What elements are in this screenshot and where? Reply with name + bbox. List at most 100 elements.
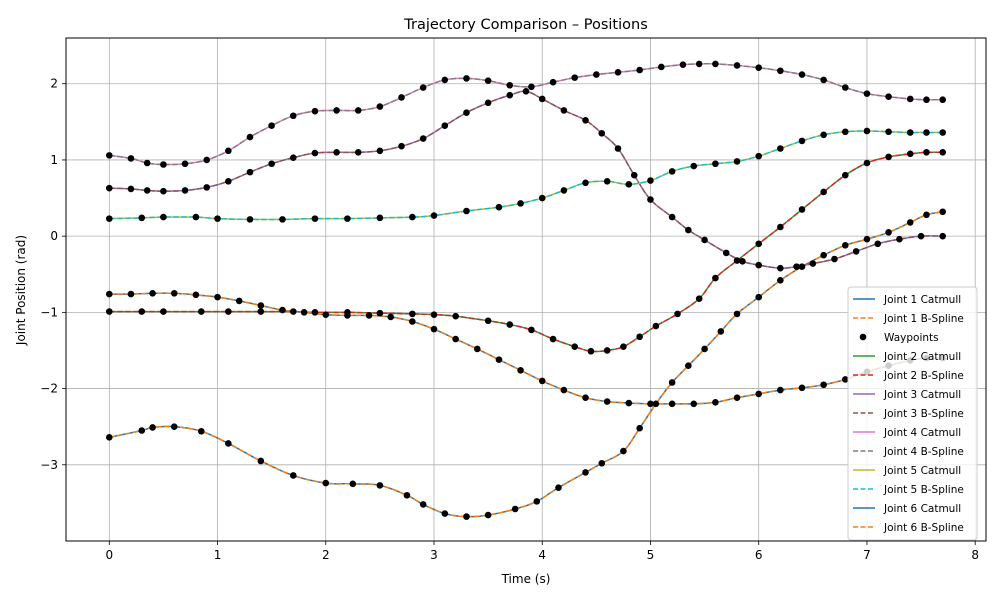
legend-box [847, 286, 978, 541]
waypoint-marker [939, 96, 947, 104]
series-group [109, 63, 943, 518]
y-axis-label: Joint Position (rad) [14, 235, 28, 346]
waypoint-marker [160, 187, 167, 195]
chart-title: Trajectory Comparison – Positions [403, 17, 648, 33]
waypoint-marker [560, 187, 568, 194]
waypoint-marker [138, 214, 146, 222]
waypoint-marker [257, 308, 265, 315]
waypoint-marker [517, 366, 524, 374]
waypoint-marker [798, 263, 806, 270]
waypoint-marker [181, 187, 189, 194]
plot-frame [65, 37, 987, 542]
waypoint-marker [685, 226, 692, 234]
legend-entry-label: Joint 1 Catmull [883, 294, 961, 306]
waypoint-marker [430, 325, 438, 333]
waypoint-marker [582, 394, 589, 402]
waypoint-marker [625, 181, 633, 188]
waypoint-marker [528, 326, 535, 334]
waypoint-marker [246, 133, 254, 141]
legend-entry-label: Joint 4 B-Spline [883, 446, 964, 458]
waypoint-marker [571, 74, 579, 81]
waypoint-marker [376, 482, 384, 489]
waypoint-marker [652, 400, 660, 408]
x-tick-label: 3 [430, 548, 438, 562]
waypoint-marker [225, 308, 232, 315]
waypoint-marker [657, 63, 665, 71]
waypoint-marker [522, 88, 530, 95]
waypoint-marker [452, 335, 459, 343]
waypoint-marker [419, 501, 427, 508]
waypoint-marker [841, 376, 849, 383]
waypoint-marker [143, 159, 151, 167]
waypoint-marker [603, 177, 611, 185]
joint-2-catmull-line [109, 151, 943, 353]
waypoint-marker [755, 390, 763, 398]
waypoint-marker [311, 107, 319, 115]
waypoint-marker [506, 81, 514, 89]
y-tick-label: 0 [50, 229, 58, 243]
waypoint-marker [777, 67, 784, 75]
waypoint-marker [511, 505, 519, 513]
waypoint-marker [668, 400, 676, 408]
waypoint-marker [863, 127, 871, 135]
waypoint-marker [105, 434, 113, 441]
x-tick-label: 0 [105, 548, 113, 562]
waypoint-marker [506, 321, 514, 328]
waypoint-marker [625, 399, 633, 407]
waypoint-marker [484, 99, 492, 107]
waypoint-marker [923, 129, 930, 136]
waypoint-marker [517, 200, 524, 207]
waypoint-marker [192, 291, 200, 299]
waypoint-marker [354, 149, 362, 156]
joint-6-bspline-line [109, 292, 943, 405]
waypoint-marker [181, 160, 189, 168]
waypoint-marker [712, 274, 719, 282]
waypoint-marker [647, 196, 654, 203]
waypoint-marker [160, 213, 167, 221]
waypoint-marker [939, 149, 947, 156]
waypoint-marker [614, 145, 622, 152]
waypoint-marker [636, 333, 643, 341]
waypoint-marker [614, 69, 622, 76]
waypoint-marker [923, 96, 930, 104]
waypoint-marker [105, 290, 113, 298]
x-tick-label: 2 [322, 548, 330, 562]
waypoint-marker [906, 129, 914, 136]
waypoint-marker [246, 216, 254, 223]
waypoint-marker [289, 112, 297, 120]
grid-group [66, 38, 986, 541]
legend: Joint 1 Catmull Joint 1 B-Spline Waypoints… [847, 286, 978, 541]
waypoint-marker [268, 122, 275, 129]
legend-entry-label: Joint 3 B-Spline [883, 408, 964, 420]
waypoint-marker [463, 513, 470, 520]
waypoint-marker [679, 61, 687, 68]
waypoint-marker [289, 472, 297, 479]
waypoint-marker [652, 322, 660, 330]
waypoint-marker [160, 161, 167, 168]
waypoint-marker [717, 328, 725, 335]
waypoint-marker [376, 309, 384, 317]
waypoint-marker [398, 94, 405, 101]
waypoint-marker [620, 343, 627, 350]
waypoint-marker [354, 107, 362, 114]
waypoint-marker [560, 386, 568, 394]
waypoint-marker [598, 459, 606, 467]
waypoint-marker [349, 480, 357, 488]
waypoint-marker [712, 60, 719, 68]
waypoint-marker [506, 91, 514, 99]
waypoint-marker [279, 306, 286, 314]
waypoint-marker [841, 171, 849, 179]
x-tick-label: 4 [538, 548, 546, 562]
waypoint-marker [620, 447, 627, 455]
legend-entry-label: Joint 2 Catmull [883, 351, 961, 363]
waypoint-marker [441, 510, 449, 517]
waypoint-marker [863, 235, 871, 243]
waypoint-marker [593, 71, 600, 78]
waypoint-marker [647, 177, 654, 184]
waypoint-marker [289, 308, 297, 315]
waypoint-marker [311, 215, 319, 222]
y-tick-label: 2 [50, 77, 58, 91]
waypoint-marker [739, 258, 746, 265]
waypoint-marker [127, 185, 135, 193]
waypoint-marker [831, 255, 838, 263]
